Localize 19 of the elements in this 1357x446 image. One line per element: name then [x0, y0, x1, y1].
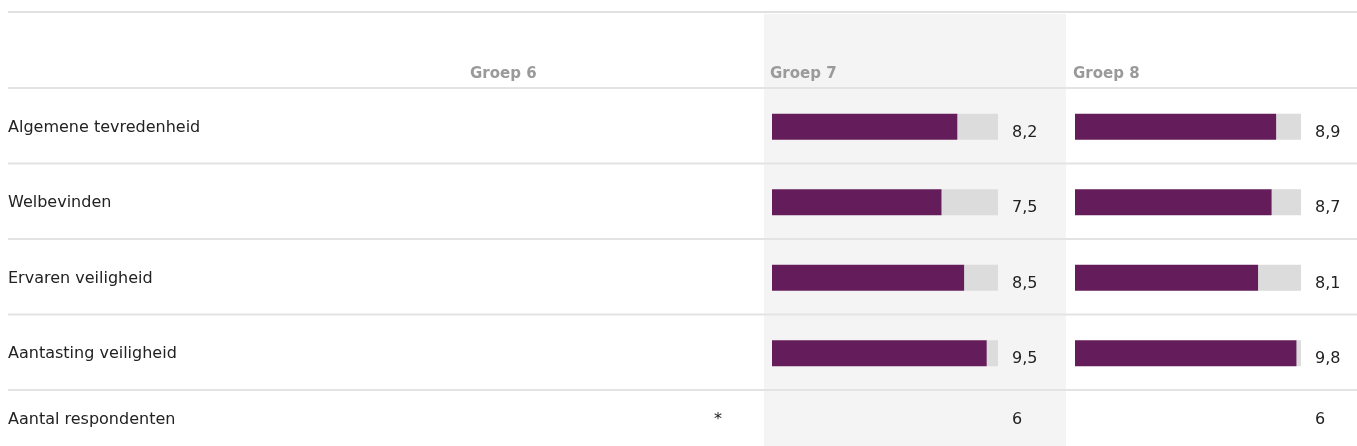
data-label: 8,7: [1315, 197, 1341, 217]
y-tick-label: Welbevinden: [8, 192, 112, 212]
data-label: 8,2: [1012, 121, 1038, 141]
text: 6: [1012, 409, 1023, 428]
data-label: 9,8: [1315, 348, 1341, 368]
y-tick-label: Ervaren veiligheid: [8, 267, 153, 287]
y-tick-label: Algemene tevredenheid: [8, 116, 201, 136]
y-tick-label: Aantasting veiligheid: [8, 343, 177, 363]
chart-title: Groep 8: [1073, 64, 1140, 82]
data-label: 9,5: [1012, 348, 1038, 368]
data-label: 8,1: [1315, 272, 1341, 292]
data-label: 8,9: [1315, 121, 1341, 141]
data-label: 8,5: [1012, 272, 1038, 292]
text: *: [714, 409, 722, 428]
text: 6: [1315, 409, 1326, 428]
text: Groep 6: [470, 64, 537, 82]
data-label: 7,5: [1012, 197, 1038, 217]
text: Aantal respondenten: [8, 409, 176, 428]
chart-title: Groep 7: [770, 64, 837, 82]
